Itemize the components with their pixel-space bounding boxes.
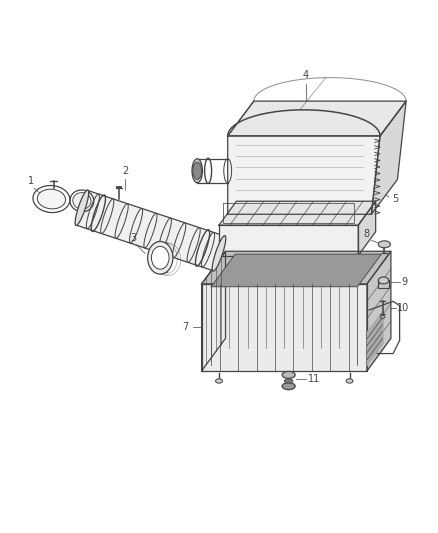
Ellipse shape — [346, 379, 353, 383]
Polygon shape — [228, 136, 380, 214]
Ellipse shape — [192, 159, 202, 183]
Ellipse shape — [212, 236, 226, 271]
Text: 1: 1 — [28, 176, 34, 186]
Polygon shape — [201, 284, 367, 371]
Ellipse shape — [75, 190, 88, 225]
Polygon shape — [211, 254, 381, 287]
Ellipse shape — [282, 372, 295, 378]
Polygon shape — [201, 251, 391, 284]
Polygon shape — [228, 101, 406, 136]
Text: 4: 4 — [303, 70, 309, 80]
Polygon shape — [367, 251, 391, 371]
Text: 9: 9 — [402, 277, 408, 287]
Polygon shape — [367, 309, 384, 367]
Ellipse shape — [193, 162, 201, 180]
Text: 7: 7 — [182, 322, 188, 333]
Ellipse shape — [73, 192, 91, 209]
Text: 5: 5 — [392, 193, 399, 204]
Ellipse shape — [282, 383, 295, 390]
Ellipse shape — [378, 241, 391, 248]
Polygon shape — [219, 225, 358, 256]
Ellipse shape — [381, 315, 385, 319]
Polygon shape — [371, 101, 406, 214]
Ellipse shape — [284, 379, 293, 383]
Ellipse shape — [37, 189, 66, 209]
Text: 6: 6 — [269, 272, 276, 282]
Polygon shape — [358, 201, 376, 256]
Polygon shape — [201, 251, 226, 371]
Text: 10: 10 — [397, 303, 410, 313]
Ellipse shape — [378, 277, 389, 284]
Text: 2: 2 — [122, 166, 128, 176]
Text: 3: 3 — [130, 232, 136, 243]
Ellipse shape — [215, 379, 223, 383]
Polygon shape — [219, 201, 376, 225]
Text: 8: 8 — [363, 229, 369, 239]
Text: 11: 11 — [308, 374, 320, 384]
Polygon shape — [76, 190, 225, 271]
Ellipse shape — [148, 241, 173, 274]
Ellipse shape — [152, 246, 169, 269]
